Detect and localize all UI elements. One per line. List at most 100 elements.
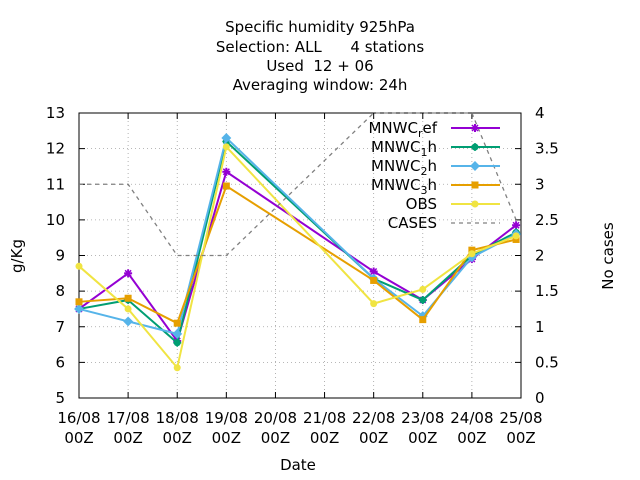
y-tick-label: 9 xyxy=(55,247,65,265)
axes: 5 6 7 8 9 10 11 12 13 0 0.5 1 1.5 2 2.5 3 3.5 4 16/08 00Z 17… xyxy=(46,104,559,447)
data-point-mnwc3h xyxy=(124,294,132,302)
chart-title-line-4: Averaging window: 24h xyxy=(232,76,408,94)
marker-dot xyxy=(470,161,480,171)
marker-stroke xyxy=(512,221,520,229)
marker-dot xyxy=(173,364,181,372)
y-axis-label: g/Kg xyxy=(8,239,26,273)
data-point-obs xyxy=(512,232,520,240)
y-tick-label: 13 xyxy=(46,104,65,122)
legend-marker xyxy=(470,161,480,171)
marker-dot xyxy=(370,276,378,284)
data-point-mnwc2h xyxy=(172,328,183,339)
x-tick-label-hour: 00Z xyxy=(212,429,241,447)
x-tick-label-hour: 00Z xyxy=(457,429,486,447)
series-line-mnwc3h xyxy=(78,184,517,325)
marker-dot xyxy=(512,232,520,240)
data-point-mnwc3h xyxy=(468,246,476,254)
x-tick-label-date: 16/08 xyxy=(57,409,100,427)
data-point-mnwc1h xyxy=(418,296,427,305)
data-point-mnwcref xyxy=(124,269,133,278)
series-line-obs xyxy=(78,144,517,370)
data-point-obs xyxy=(468,250,476,258)
chart-title-line-2: Selection: ALL 4 stations xyxy=(215,38,425,56)
x-tick-label-hour: 00Z xyxy=(359,429,388,447)
legend-label: MNWC2h xyxy=(371,157,437,178)
series-line-mnwc2h xyxy=(78,136,517,336)
x-tick-label-hour: 00Z xyxy=(64,429,93,447)
legend-label: MNWC1h xyxy=(371,138,437,159)
x-tick-label-date: 18/08 xyxy=(156,409,199,427)
y-tick-label: 8 xyxy=(55,282,65,300)
x-tick-label-date: 23/08 xyxy=(401,409,444,427)
marker-dot xyxy=(512,235,520,243)
marker-dot xyxy=(173,319,181,327)
x-tick-label-hour: 00Z xyxy=(408,429,437,447)
chart-title-line-3: Used 12 + 06 xyxy=(266,57,374,75)
marker-dot xyxy=(468,250,476,258)
marker-dot xyxy=(471,200,479,208)
legend-marker xyxy=(471,200,479,208)
x-tick-label-hour: 00Z xyxy=(163,429,192,447)
data-point-obs xyxy=(75,262,83,270)
marker-dot xyxy=(222,143,230,151)
x-tick-label-date: 21/08 xyxy=(303,409,346,427)
data-point-mnwcref xyxy=(222,167,231,176)
data-point-mnwc3h xyxy=(512,235,520,243)
marker-dot xyxy=(172,328,183,339)
data-point-obs xyxy=(370,300,378,308)
marker-dot xyxy=(124,305,132,313)
data-point-mnwc2h xyxy=(123,316,134,327)
x-tick-label-date: 20/08 xyxy=(254,409,297,427)
x-tick-label-hour: 00Z xyxy=(310,429,339,447)
x-tick-label-date: 22/08 xyxy=(352,409,395,427)
x-tick-label-date: 24/08 xyxy=(450,409,493,427)
y-tick-label: 7 xyxy=(55,318,65,336)
y2-tick-label: 0.5 xyxy=(535,353,559,371)
x-axis-label: Date xyxy=(280,456,316,474)
y2-tick-label: 0 xyxy=(535,389,545,407)
marker-dot xyxy=(221,132,232,143)
y-tick-label: 11 xyxy=(46,175,65,193)
series-line-mnwc1h xyxy=(78,139,517,345)
chart-title-line-1: Specific humidity 925hPa xyxy=(225,18,415,36)
data-point-obs xyxy=(173,364,181,372)
data-point-mnwc3h xyxy=(75,298,83,306)
y2-tick-label: 1 xyxy=(535,318,545,336)
grid xyxy=(78,112,522,399)
legend-marker xyxy=(471,124,479,132)
marker-stroke xyxy=(370,268,378,276)
data-point-obs xyxy=(419,285,427,293)
series-layer xyxy=(74,112,522,372)
data-point-mnwc3h xyxy=(173,319,181,327)
y2-tick-label: 2 xyxy=(535,247,545,265)
marker-dot xyxy=(471,181,479,189)
marker-dot xyxy=(468,246,476,254)
y2-axis-label: No cases xyxy=(599,222,617,290)
marker-dot xyxy=(123,316,134,327)
y2-tick-label: 1.5 xyxy=(535,282,559,300)
y2-tick-label: 3 xyxy=(535,175,545,193)
data-point-mnwc2h xyxy=(221,132,232,143)
series-line-cases xyxy=(79,112,517,257)
legend-label: MNWC3h xyxy=(371,176,437,197)
data-point-mnwc3h xyxy=(419,316,427,324)
y-tick-label: 10 xyxy=(46,211,65,229)
x-tick-label-hour: 00Z xyxy=(506,429,535,447)
y-tick-label: 12 xyxy=(46,140,65,158)
x-tick-label-hour: 00Z xyxy=(113,429,142,447)
marker-dot xyxy=(75,262,83,270)
marker-dot xyxy=(222,182,230,190)
x-tick-label-hour: 00Z xyxy=(261,429,290,447)
legend-label: MNWCref xyxy=(368,119,437,140)
data-point-mnwcref xyxy=(512,221,521,230)
x-tick-label-date: 17/08 xyxy=(106,409,149,427)
marker-dot xyxy=(419,285,427,293)
legend-label: OBS xyxy=(406,195,437,213)
legend-marker xyxy=(471,181,479,189)
y2-tick-label: 4 xyxy=(535,104,545,122)
marker-dot xyxy=(124,294,132,302)
x-tick-label-date: 19/08 xyxy=(205,409,248,427)
y-tick-label: 6 xyxy=(55,353,65,371)
y-tick-label: 5 xyxy=(55,389,65,407)
